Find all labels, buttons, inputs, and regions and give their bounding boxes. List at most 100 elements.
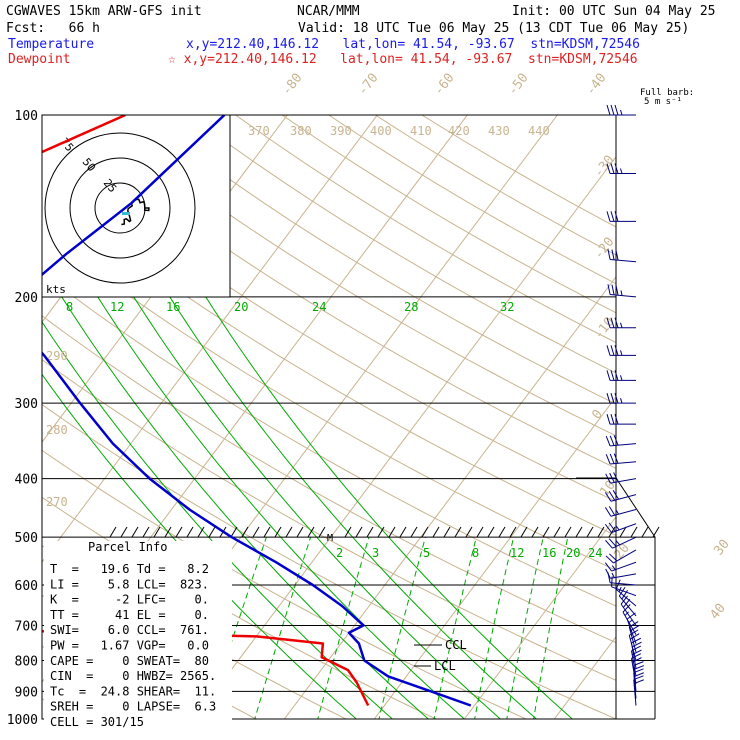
barb-legend-line2: 5 m s⁻¹ bbox=[644, 97, 682, 107]
wind-barb bbox=[604, 522, 637, 534]
isotherm-label: 40 bbox=[707, 601, 728, 623]
hodograph-units: kts bbox=[46, 283, 66, 296]
temperature-station-info: x,y=212.40,146.12 lat,lon= 41.54, -93.67… bbox=[186, 37, 640, 52]
parcel-info-row: CELL = 301/15 bbox=[50, 715, 144, 729]
forecast-hour: Fcst: 66 h bbox=[6, 21, 100, 36]
wind-barb bbox=[607, 249, 637, 263]
dry-adiabat-line bbox=[188, 115, 616, 374]
wind-barb bbox=[622, 604, 637, 635]
moist-adiabat-label: 8 bbox=[66, 300, 73, 314]
wind-barb bbox=[628, 621, 640, 653]
wind-barb bbox=[604, 561, 637, 572]
moist-adiabat-label: 16 bbox=[166, 300, 180, 314]
mixing-ratio-line bbox=[506, 537, 544, 719]
wind-barb bbox=[605, 472, 637, 484]
moist-adiabat-label: 28 bbox=[404, 300, 418, 314]
dry-adiabat-line bbox=[42, 188, 616, 537]
wind-barb bbox=[633, 661, 644, 692]
dry-adiabat-label: 410 bbox=[410, 124, 432, 138]
pressure-tick-label: 100 bbox=[15, 109, 38, 124]
wind-barb bbox=[618, 586, 637, 617]
pressure-tick-label: 800 bbox=[15, 654, 38, 669]
dry-adiabat-label: 290 bbox=[46, 349, 68, 363]
freezing-tick bbox=[575, 526, 583, 538]
isotherm-label: -40 bbox=[583, 71, 609, 99]
freezing-tick bbox=[344, 526, 352, 538]
dry-adiabat-line bbox=[42, 359, 616, 681]
dry-adiabat-label: 270 bbox=[46, 495, 68, 509]
dry-adiabat-label: 430 bbox=[488, 124, 510, 138]
profiles bbox=[42, 115, 472, 707]
freezing-tick bbox=[531, 526, 539, 538]
wind-barb bbox=[606, 370, 636, 381]
ccl-label: CCL bbox=[445, 638, 467, 652]
pressure-tick-label: 400 bbox=[15, 473, 38, 488]
init-time: Init: 00 UTC Sun 04 May 25 bbox=[512, 4, 716, 19]
storm-motion-marker bbox=[122, 212, 130, 215]
freezing-tick bbox=[520, 526, 528, 538]
pressure-tick-label: 700 bbox=[15, 619, 38, 634]
dewpoint-profile bbox=[42, 115, 370, 707]
freezing-tick bbox=[296, 526, 304, 538]
mixing-ratio-line bbox=[317, 537, 370, 719]
freezing-tick bbox=[186, 526, 194, 538]
freezing-tick bbox=[421, 526, 429, 538]
freezing-tick bbox=[208, 526, 216, 538]
wind-barb bbox=[626, 612, 637, 644]
isotherm-label: -50 bbox=[505, 71, 531, 99]
dry-adiabat-line bbox=[95, 115, 616, 437]
parcel-info-row: CAPE = 0 SWEAT= 80 bbox=[50, 654, 209, 668]
lcl-label: LCL bbox=[434, 659, 456, 673]
isotherm-label: -30 bbox=[591, 153, 617, 181]
temperature-legend: Temperature bbox=[8, 37, 94, 52]
freezing-tick bbox=[553, 526, 561, 538]
freezing-tick bbox=[197, 526, 205, 538]
mixing-ratio-line bbox=[433, 537, 477, 719]
wind-barb bbox=[606, 163, 636, 175]
org-title: NCAR/MMM bbox=[297, 4, 360, 19]
mixing-ratio-label: 3 bbox=[372, 546, 379, 560]
wind-barb bbox=[606, 317, 636, 329]
wind-barb bbox=[605, 453, 637, 465]
wind-barb bbox=[605, 435, 637, 447]
freezing-tick bbox=[476, 526, 484, 538]
isotherm-line bbox=[193, 155, 616, 719]
mixing-ratio-label: 20 bbox=[566, 546, 580, 560]
wind-barb bbox=[630, 637, 642, 669]
mixing-ratio-label: 5 bbox=[423, 546, 430, 560]
wind-barb bbox=[604, 506, 637, 517]
isotherm-line bbox=[283, 275, 616, 719]
freezing-tick bbox=[487, 526, 495, 538]
wind-barb bbox=[606, 345, 636, 356]
wind-barb bbox=[633, 675, 644, 706]
dry-adiabat-label: 390 bbox=[330, 124, 352, 138]
isotherm-label: -80 bbox=[279, 71, 305, 99]
mixing-ratio-label: 2 bbox=[336, 546, 343, 560]
freezing-tick bbox=[564, 526, 572, 538]
isotherm-label: 30 bbox=[711, 537, 732, 559]
freezing-tick bbox=[252, 526, 260, 538]
dry-adiabat-line bbox=[42, 272, 616, 607]
freezing-tick bbox=[432, 526, 440, 538]
freezing-tick bbox=[131, 526, 139, 538]
parcel-info-box: Parcel Info T = 19.6 Td = 8.2LI = 5.8 LC… bbox=[44, 540, 232, 729]
freezing-tick bbox=[142, 526, 150, 538]
freezing-tick bbox=[542, 526, 550, 538]
dewpoint-station-info: ☆ x,y=212.40,146.12 lat,lon= 41.54, -93.… bbox=[168, 52, 638, 67]
pressure-tick-label: 200 bbox=[15, 291, 38, 306]
mixing-ratio-line bbox=[254, 537, 312, 719]
wind-barb bbox=[606, 211, 636, 222]
freezing-tick bbox=[318, 526, 326, 538]
pressure-tick-label: 600 bbox=[15, 579, 38, 594]
pressure-tick-label: 500 bbox=[15, 531, 38, 546]
valid-time: Valid: 18 UTC Tue 06 May 25 (13 CDT Tue … bbox=[298, 21, 689, 36]
freezing-tick bbox=[175, 526, 183, 538]
isotherm-line bbox=[463, 515, 616, 719]
freezing-tick bbox=[443, 526, 451, 538]
dry-adiabat-label: 440 bbox=[528, 124, 550, 138]
parcel-info-row: T = 19.6 Td = 8.2 bbox=[50, 562, 209, 576]
pressure-tick-label: 300 bbox=[15, 397, 38, 412]
level-markers: CCL LCL M bbox=[327, 533, 467, 673]
